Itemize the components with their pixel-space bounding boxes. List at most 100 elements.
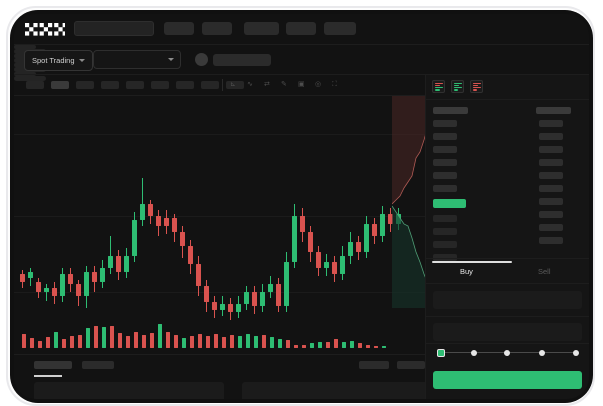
slider-stop-25[interactable] (471, 349, 477, 356)
trade-row[interactable] (539, 198, 563, 205)
orderbook-column-header (433, 107, 468, 114)
volume-bar-44 (366, 345, 370, 348)
trade-row[interactable] (539, 133, 563, 140)
volume-bar-16 (142, 335, 146, 348)
chart-toolbar: ⊾ ∿ ⇄ ✎ ▣ ◎ ⛶ (14, 75, 425, 95)
order-form-divider (426, 258, 589, 259)
orders-tab-open[interactable] (34, 361, 72, 369)
timeframe-button-9[interactable] (226, 81, 244, 89)
trade-row[interactable] (539, 172, 563, 179)
volume-bar-8 (78, 335, 82, 348)
volume-bar-45 (374, 346, 378, 348)
volume-bar-7 (70, 336, 74, 348)
tab-sell[interactable]: Sell (538, 267, 551, 276)
camera-icon[interactable]: ▣ (298, 81, 305, 88)
order-price-field[interactable] (433, 291, 582, 309)
slider-handle[interactable] (437, 348, 445, 357)
timeframe-button-8[interactable] (201, 81, 219, 89)
nav-item-2[interactable] (202, 22, 232, 35)
market-selector[interactable] (93, 50, 181, 69)
orderbook-ask-row[interactable] (433, 172, 457, 179)
timeframe-button-7[interactable] (176, 81, 194, 89)
trade-row[interactable] (539, 146, 563, 153)
orderbook-header-divider (426, 99, 589, 100)
order-form-tab-indicator (432, 261, 512, 263)
timeframe-button-2[interactable] (51, 81, 69, 89)
nav-item-3[interactable] (244, 22, 279, 35)
volume-bar-10 (94, 326, 98, 348)
volume-bar-32 (270, 337, 274, 348)
timeframe-button-3[interactable] (76, 81, 94, 89)
trade-row[interactable] (539, 185, 563, 192)
tab-buy[interactable]: Buy (460, 267, 473, 276)
orderbook-bid-row[interactable] (433, 254, 457, 261)
volume-bar-22 (190, 336, 194, 348)
submit-buy-button[interactable] (433, 371, 582, 389)
timeframe-button-5[interactable] (126, 81, 144, 89)
slider-stop-100[interactable] (573, 349, 579, 356)
orders-action-1[interactable] (359, 361, 389, 369)
timeframe-button-1[interactable] (26, 81, 44, 89)
trade-row[interactable] (539, 159, 563, 166)
chart-gridline-3 (14, 292, 425, 293)
orders-action-2[interactable] (397, 361, 425, 369)
orders-panel (14, 355, 437, 399)
app-screen: Spot Trading ⊾ ∿ ⇄ ✎ ▣ ◎ ⛶ (14, 14, 589, 399)
fullscreen-icon[interactable]: ⛶ (332, 81, 337, 88)
orderbook-ask-row[interactable] (433, 185, 457, 192)
slider-stop-75[interactable] (539, 349, 545, 356)
trade-row[interactable] (539, 224, 563, 231)
volume-bar-14 (126, 336, 130, 348)
orders-tab-history[interactable] (82, 361, 114, 369)
volume-bar-35 (294, 345, 298, 348)
orderbook-bid-row[interactable] (433, 228, 457, 235)
pair-price-placeholder (213, 54, 271, 66)
drawing-icon[interactable]: ✎ (281, 81, 287, 88)
volume-bar-36 (302, 345, 306, 348)
nav-item-4[interactable] (286, 22, 316, 35)
timeframe-button-6[interactable] (151, 81, 169, 89)
orderbook-bid-row[interactable] (433, 215, 457, 222)
volume-bar-17 (150, 333, 154, 348)
orderbook-ask-row[interactable] (433, 146, 457, 153)
timeframe-button-4[interactable] (101, 81, 119, 89)
trade-row[interactable] (539, 237, 563, 244)
volume-bar-42 (350, 341, 354, 348)
search-input[interactable] (74, 21, 154, 36)
candlestick-chart[interactable] (14, 96, 425, 354)
percent-slider[interactable] (436, 348, 579, 357)
orderbook-panel: Buy Sell (426, 75, 589, 399)
toolbar-separator (222, 79, 223, 91)
orderbook-ask-row[interactable] (433, 133, 457, 140)
orderbook-bid-row[interactable] (433, 241, 457, 248)
orderbook-ask-row[interactable] (433, 159, 457, 166)
orderbook-ask-row[interactable] (433, 120, 457, 127)
volume-bar-4 (46, 337, 50, 348)
orders-card-1[interactable] (34, 382, 224, 399)
trade-row[interactable] (539, 120, 563, 127)
orderbook-mode-bids[interactable] (451, 80, 464, 93)
orderbook-mode-both[interactable] (432, 80, 445, 93)
indicator-icon[interactable]: ⊾ (230, 81, 236, 88)
volume-bar-12 (110, 326, 114, 348)
settings-icon[interactable]: ◎ (315, 81, 322, 88)
order-form-tabs: Buy Sell (426, 259, 589, 283)
okx-logo-icon[interactable] (25, 23, 65, 36)
order-form-tabs-divider (426, 283, 589, 284)
orders-card-2[interactable] (242, 382, 437, 399)
volume-bar-26 (222, 337, 226, 348)
nav-item-1[interactable] (164, 22, 194, 35)
volume-bar-11 (102, 327, 106, 348)
trade-row[interactable] (539, 211, 563, 218)
volume-bar-1 (22, 334, 26, 348)
product-dropdown[interactable]: Spot Trading (24, 50, 93, 71)
nav-item-5[interactable] (324, 22, 356, 35)
slider-stop-50[interactable] (504, 349, 510, 356)
chart-type-icon[interactable]: ∿ (247, 81, 253, 88)
orderbook-mode-asks[interactable] (470, 80, 483, 93)
compare-icon[interactable]: ⇄ (264, 81, 270, 88)
product-dropdown-label: Spot Trading (32, 56, 75, 65)
order-amount-field[interactable] (433, 323, 582, 341)
chevron-down-icon (78, 59, 85, 62)
volume-bar-25 (214, 334, 218, 348)
